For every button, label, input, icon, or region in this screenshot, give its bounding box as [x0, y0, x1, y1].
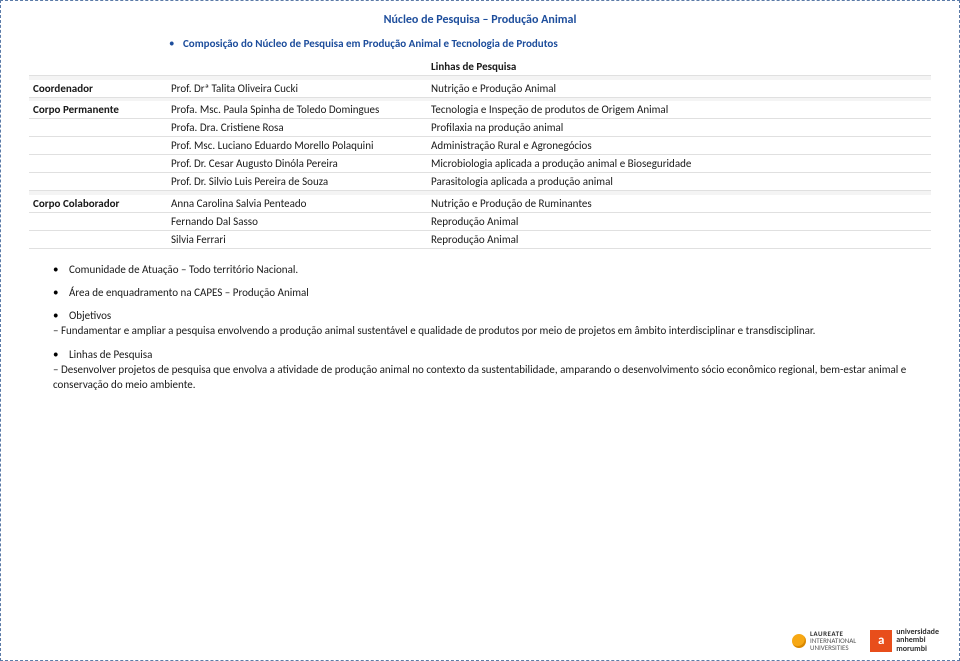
research-line: Parasitologia aplicada a produção animal	[427, 173, 931, 191]
section-comunidade: Comunidade de Atuação – Todo território …	[53, 263, 931, 276]
composition-table: Linhas de Pesquisa CoordenadorProf. Drª T…	[29, 58, 931, 249]
subtitle-text: Composição do Núcleo de Pesquisa em Prod…	[183, 37, 558, 50]
group-label	[29, 119, 167, 137]
section-text: – Desenvolver projetos de pesquisa que e…	[53, 363, 931, 393]
table-row: Prof. Dr. Silvio Luis Pereira de SouzaPa…	[29, 173, 931, 191]
research-line: Nutrição e Produção de Ruminantes	[427, 195, 931, 213]
section-linhas: Linhas de Pesquisa – Desenvolver projeto…	[53, 348, 931, 393]
anhembi-mark-icon: a	[870, 630, 892, 652]
research-line: Reprodução Animal	[427, 230, 931, 248]
person-name: Fernando Dal Sasso	[167, 212, 427, 230]
section-area: Área de enquadramento na CAPES – Produçã…	[53, 286, 931, 299]
section-objetivos: Objetivos – Fundamentar e ampliar a pesq…	[53, 309, 931, 339]
table-header-row: Linhas de Pesquisa	[29, 58, 931, 76]
section-label: Comunidade de Atuação –	[69, 263, 189, 276]
group-label	[29, 155, 167, 173]
research-line: Profilaxia na produção animal	[427, 119, 931, 137]
research-line: Microbiologia aplicada a produção animal…	[427, 155, 931, 173]
table-row: Prof. Dr. Cesar Augusto Dinóla PereiraMi…	[29, 155, 931, 173]
section-text: Produção Animal	[233, 286, 309, 299]
section-label: Linhas de Pesquisa	[69, 348, 152, 361]
laureate-logo: LAUREATE INTERNATIONAL UNIVERSITIES	[792, 630, 856, 651]
subtitle-row: • Composição do Núcleo de Pesquisa em Pr…	[169, 37, 931, 50]
table-row: Prof. Msc. Luciano Eduardo Morello Polaq…	[29, 137, 931, 155]
table-row: Profa. Dra. Cristiene RosaProfilaxia na …	[29, 119, 931, 137]
table-row: CoordenadorProf. Drª Talita Oliveira Cuc…	[29, 80, 931, 98]
anhembi-line3: morumbi	[896, 645, 939, 654]
person-name: Silvia Ferrari	[167, 230, 427, 248]
footer: LAUREATE INTERNATIONAL UNIVERSITIES a un…	[792, 628, 939, 654]
group-label: Corpo Permanente	[29, 101, 167, 119]
group-label	[29, 137, 167, 155]
sections-list: Comunidade de Atuação – Todo território …	[29, 263, 931, 394]
section-label: Área de enquadramento na CAPES –	[69, 286, 233, 299]
person-name: Prof. Dr. Silvio Luis Pereira de Souza	[167, 173, 427, 191]
laureate-line3: UNIVERSITIES	[810, 644, 856, 651]
section-label: Objetivos	[69, 309, 111, 322]
research-line: Nutrição e Produção Animal	[427, 80, 931, 98]
table-row: Fernando Dal SassoReprodução Animal	[29, 212, 931, 230]
table-row: Silvia FerrariReprodução Animal	[29, 230, 931, 248]
table-row: Corpo PermanenteProfa. Msc. Paula Spinha…	[29, 101, 931, 119]
section-text: Todo território Nacional.	[189, 263, 298, 276]
group-label: Coordenador	[29, 80, 167, 98]
group-label	[29, 212, 167, 230]
research-line: Reprodução Animal	[427, 212, 931, 230]
anhembi-logo: a universidade anhembi morumbi	[870, 628, 939, 654]
person-name: Prof. Dr. Cesar Augusto Dinóla Pereira	[167, 155, 427, 173]
page-title: Núcleo de Pesquisa – Produção Animal	[29, 13, 931, 27]
bullet-icon: •	[169, 37, 174, 50]
group-label	[29, 173, 167, 191]
person-name: Profa. Msc. Paula Spinha de Toledo Domin…	[167, 101, 427, 119]
table-row: Corpo ColaboradorAnna Carolina Salvia Pe…	[29, 195, 931, 213]
person-name: Anna Carolina Salvia Penteado	[167, 195, 427, 213]
person-name: Prof. Msc. Luciano Eduardo Morello Polaq…	[167, 137, 427, 155]
research-line: Tecnologia e Inspeção de produtos de Ori…	[427, 101, 931, 119]
globe-icon	[792, 634, 806, 648]
person-name: Profa. Dra. Cristiene Rosa	[167, 119, 427, 137]
research-line: Administração Rural e Agronegócios	[427, 137, 931, 155]
person-name: Prof. Drª Talita Oliveira Cucki	[167, 80, 427, 98]
group-label: Corpo Colaborador	[29, 195, 167, 213]
section-text: – Fundamentar e ampliar a pesquisa envol…	[53, 324, 931, 339]
linhas-header: Linhas de Pesquisa	[427, 58, 931, 76]
group-label	[29, 230, 167, 248]
